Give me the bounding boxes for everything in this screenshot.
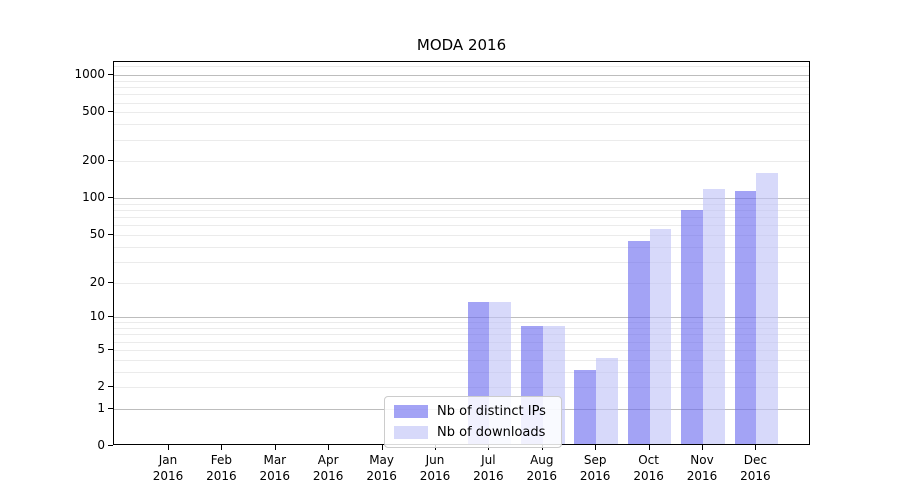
y-tick-label: 500	[82, 104, 105, 119]
bar-downloads	[756, 173, 779, 444]
gridline-major	[114, 198, 809, 200]
plot-area: Nb of distinct IPs Nb of downloads	[113, 61, 810, 448]
legend-swatch-distinct-ips	[394, 405, 428, 418]
legend-label-downloads: Nb of downloads	[437, 425, 546, 440]
gridline-minor	[114, 65, 809, 67]
y-tick-mark	[108, 386, 113, 387]
gridline-minor	[114, 334, 809, 336]
bar-distinct-ips	[734, 191, 757, 444]
y-tick-label: 1000	[74, 67, 105, 82]
gridline-minor	[114, 102, 809, 104]
gridline-minor	[114, 203, 809, 205]
gridline-minor	[114, 328, 809, 330]
bar-downloads	[649, 228, 672, 444]
gridline-major	[114, 317, 809, 319]
y-tick-label: 2	[97, 379, 105, 393]
legend-item-distinct-ips: Nb of distinct IPs	[394, 404, 552, 419]
y-tick-mark	[108, 74, 113, 76]
x-tick-label: Oct 2016	[633, 453, 664, 484]
gridline-minor	[114, 225, 809, 227]
legend: Nb of distinct IPs Nb of downloads	[384, 396, 562, 448]
gridline-minor	[114, 322, 809, 324]
gridline-minor	[114, 124, 809, 126]
bar-downloads	[703, 189, 725, 444]
y-tick-label: 50	[89, 227, 105, 241]
y-tick-mark	[108, 160, 113, 162]
x-tick-mark	[274, 445, 276, 450]
legend-swatch-downloads	[394, 426, 428, 439]
x-tick-label: Aug 2016	[526, 453, 558, 484]
y-tick-label: 10	[89, 309, 105, 324]
gridline-minor	[114, 246, 809, 248]
y-tick-mark	[108, 407, 113, 409]
bar-distinct-ips	[681, 210, 703, 444]
x-tick-label: Jan 2016	[152, 453, 184, 484]
x-tick-mark	[328, 445, 330, 450]
x-tick-mark	[755, 445, 757, 450]
y-tick-mark	[108, 348, 113, 350]
y-tick-mark	[108, 111, 113, 113]
x-tick-label: May 2016	[366, 453, 397, 484]
legend-label-distinct-ips: Nb of distinct IPs	[437, 404, 546, 419]
gridline-minor	[114, 139, 809, 141]
gridline-minor	[114, 217, 809, 219]
y-tick-label: 1	[97, 400, 105, 415]
x-tick-mark	[221, 445, 223, 450]
bar-distinct-ips	[627, 240, 650, 444]
gridline-minor	[114, 387, 809, 388]
y-tick-mark	[108, 445, 113, 446]
x-tick-mark	[702, 445, 703, 450]
gridline-minor	[114, 341, 809, 343]
bar-downloads	[596, 357, 618, 444]
gridline-minor	[114, 349, 809, 351]
gridline-minor	[114, 161, 809, 163]
x-tick-mark	[648, 445, 650, 450]
y-tick-label: 20	[89, 274, 105, 289]
legend-item-downloads: Nb of downloads	[394, 425, 552, 440]
x-tick-mark	[381, 445, 383, 450]
y-tick-label: 0	[97, 438, 105, 452]
gridline-minor	[114, 261, 809, 263]
gridline-minor	[114, 371, 809, 373]
y-tick-mark	[108, 234, 113, 235]
gridline-minor	[114, 282, 809, 284]
x-tick-label: Apr 2016	[312, 453, 344, 484]
y-tick-mark	[108, 281, 113, 283]
y-tick-label: 100	[82, 190, 105, 205]
bar-layer	[114, 62, 809, 444]
gridline-minor	[114, 235, 809, 236]
gridline-major	[114, 75, 809, 77]
gridline-minor	[114, 210, 809, 212]
y-tick-mark	[108, 316, 113, 318]
x-tick-label: Jun 2016	[419, 453, 451, 484]
x-tick-label: Mar 2016	[259, 453, 291, 484]
x-tick-mark	[595, 445, 597, 450]
y-tick-mark	[108, 197, 113, 199]
x-tick-label: Nov 2016	[686, 453, 718, 484]
x-tick-label: Dec 2016	[740, 453, 771, 484]
y-tick-label: 200	[82, 153, 105, 168]
bar-distinct-ips	[574, 369, 597, 444]
y-tick-label: 5	[97, 341, 105, 356]
chart-title: MODA 2016	[416, 36, 507, 54]
x-tick-mark	[168, 445, 169, 450]
x-tick-label: Feb 2016	[206, 453, 237, 484]
gridline-minor	[114, 359, 809, 361]
x-tick-label: Sep 2016	[579, 453, 611, 484]
gridline-minor	[114, 94, 809, 96]
gridline-minor	[114, 112, 809, 114]
x-tick-label: Jul 2016	[473, 453, 504, 484]
gridline-minor	[114, 87, 809, 89]
gridline-minor	[114, 80, 809, 82]
